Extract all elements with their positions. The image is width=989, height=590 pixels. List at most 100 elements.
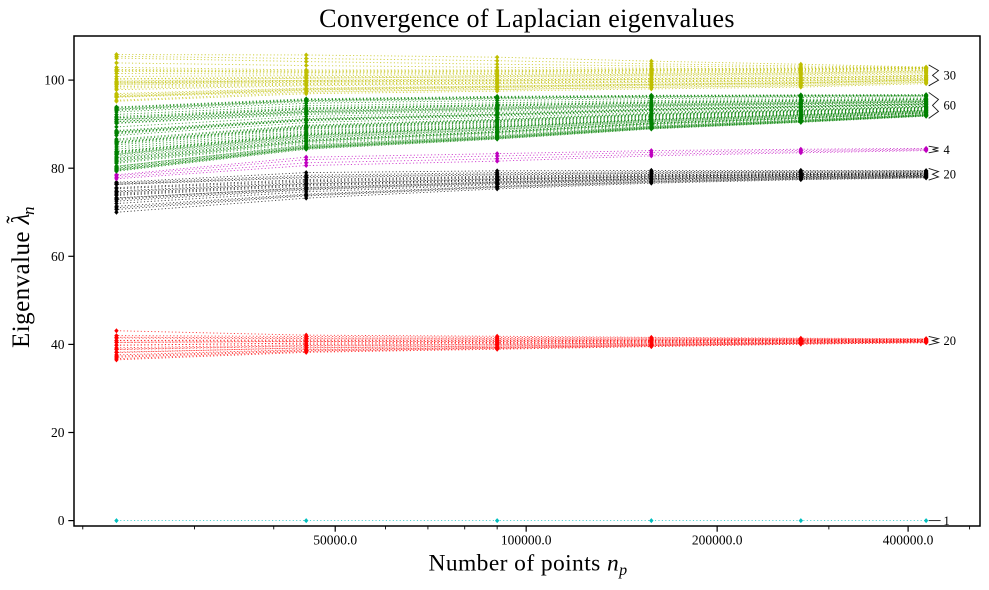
y-tick-label: 20 [51, 425, 65, 440]
eigenvalue-curve-band-95 [116, 94, 927, 111]
eigenvalue-curve-band-95 [116, 110, 927, 155]
eigenvalue-markers-band-101 [114, 75, 929, 93]
chart-title: Convergence of Laplacian eigenvalues [319, 4, 735, 33]
eigenvalue-curve-band-95 [116, 100, 927, 121]
brace-band-79 [928, 167, 940, 181]
eigenvalue-curve-band-101 [116, 75, 927, 85]
brace-band-101 [928, 64, 940, 87]
eigenvalue-curve-band-101 [116, 68, 927, 73]
eigenvalue-curve-band-95 [116, 110, 927, 156]
eigenvalue-curve-band-85 [116, 147, 927, 176]
eigenvalue-curve-band-95 [116, 95, 927, 111]
eigenvalue-curve-band-101 [116, 80, 927, 97]
eigenvalue-curve-band-41 [116, 341, 927, 358]
multiplicity-label-band-79: 20 [944, 168, 957, 182]
eigenvalue-curve-band-101 [116, 71, 927, 82]
eigenvalue-curve-band-95 [116, 112, 927, 163]
eigenvalue-curve-band-95 [116, 101, 927, 124]
eigenvalue-curve-band-101 [116, 70, 927, 80]
eigenvalue-curve-band-41 [116, 340, 927, 350]
eigenvalue-curve-band-95 [116, 106, 927, 141]
eigenvalue-curve-band-101 [116, 67, 927, 72]
eigenvalue-curve-band-79 [116, 174, 927, 199]
eigenvalue-curve-band-101 [116, 57, 927, 69]
eigenvalue-markers-band-79 [114, 175, 929, 215]
eigenvalue-curve-band-41 [116, 341, 927, 357]
y-tick-label: 60 [51, 249, 65, 264]
eigenvalue-curve-band-95 [116, 106, 927, 143]
eigenvalue-curve-band-95 [116, 107, 927, 144]
eigenvalue-curve-band-95 [116, 115, 927, 172]
series-lines [116, 54, 927, 522]
brace-band-85 [928, 145, 939, 154]
eigenvalue-curve-band-95 [116, 101, 927, 121]
eigenvalue-curve-band-101 [116, 78, 927, 91]
eigenvalue-curve-band-95 [116, 110, 927, 155]
eigenvalue-curve-band-95 [116, 107, 927, 146]
eigenvalue-curve-band-41 [116, 341, 927, 353]
eigenvalue-curve-band-79 [116, 171, 927, 185]
eigenvalue-curve-band-101 [116, 69, 927, 75]
eigenvalue-curve-band-79 [116, 175, 927, 200]
eigenvalue-curve-band-95 [116, 94, 927, 108]
eigenvalue-markers-band-101 [114, 60, 929, 72]
eigenvalue-curve-band-95 [116, 114, 927, 170]
eigenvalue-markers-band-41 [114, 328, 929, 342]
eigenvalue-curve-band-79 [116, 176, 927, 207]
multiplicity-label-band-41: 20 [944, 334, 957, 348]
eigenvalue-curve-band-101 [116, 69, 927, 77]
multiplicity-label-band-101: 30 [944, 69, 957, 83]
multiplicity-label-lambda-0: 1 [944, 514, 950, 528]
eigenvalue-curve-band-41 [116, 337, 927, 340]
eigenvalue-curve-band-101 [116, 73, 927, 84]
y-axis-label: Eigenvalue λ˜n [2, 206, 38, 348]
y-tick-label: 40 [51, 337, 65, 352]
eigenvalue-curve-band-95 [116, 102, 927, 124]
eigenvalue-curve-band-41 [116, 335, 927, 340]
eigenvalue-curve-band-95 [116, 114, 927, 168]
eigenvalue-curve-band-95 [116, 108, 927, 150]
multiplicity-label-band-85: 4 [944, 143, 951, 157]
eigenvalue-curve-band-95 [116, 94, 927, 108]
eigenvalue-curve-band-95 [116, 99, 927, 120]
eigenvalue-markers-band-79 [114, 171, 929, 196]
eigenvalue-curve-band-101 [116, 68, 927, 73]
x-tick-label: 400000.0 [883, 533, 934, 548]
eigenvalue-curve-band-101 [116, 81, 927, 98]
eigenvalue-curve-band-95 [116, 105, 927, 140]
eigenvalue-curve-band-41 [116, 336, 927, 340]
x-tick-label: 200000.0 [692, 533, 743, 548]
brace-band-95 [928, 92, 940, 119]
axes-spines [73, 35, 981, 527]
eigenvalue-markers-band-101 [114, 53, 929, 71]
eigenvalue-markers-band-95 [114, 102, 929, 135]
x-tick-label: 100000.0 [501, 533, 552, 548]
eigenvalue-markers-band-95 [114, 101, 929, 136]
eigenvalue-curve-band-101 [116, 54, 927, 68]
eigenvalue-markers-band-95 [114, 94, 929, 115]
eigenvalue-curve-band-79 [116, 177, 927, 210]
y-tick-label: 0 [58, 513, 65, 528]
eigenvalue-curve-band-95 [116, 111, 927, 160]
eigenvalue-curve-band-101 [116, 79, 927, 96]
eigenvalue-curve-band-101 [116, 55, 927, 68]
brace-band-41 [928, 336, 941, 346]
eigenvalue-curve-band-95 [116, 113, 927, 167]
eigenvalue-curve-band-95 [116, 109, 927, 152]
eigenvalue-curve-band-95 [116, 104, 927, 133]
eigenvalue-curve-band-79 [116, 177, 927, 213]
eigenvalue-curve-band-95 [116, 103, 927, 133]
eigenvalue-curve-band-41 [116, 339, 927, 343]
eigenvalue-markers-band-95 [114, 113, 929, 174]
eigenvalue-curve-band-41 [116, 342, 927, 360]
x-axis-label: Number of points np [428, 551, 627, 580]
eigenvalue-curve-band-85 [116, 149, 927, 178]
y-tick-label: 80 [51, 161, 65, 176]
eigenvalue-curve-band-101 [116, 62, 927, 70]
eigenvalue-curve-band-95 [116, 112, 927, 164]
multiplicity-label-band-95: 60 [944, 99, 957, 113]
eigenvalue-curve-band-101 [116, 66, 927, 71]
eigenvalue-curve-band-79 [116, 173, 927, 193]
